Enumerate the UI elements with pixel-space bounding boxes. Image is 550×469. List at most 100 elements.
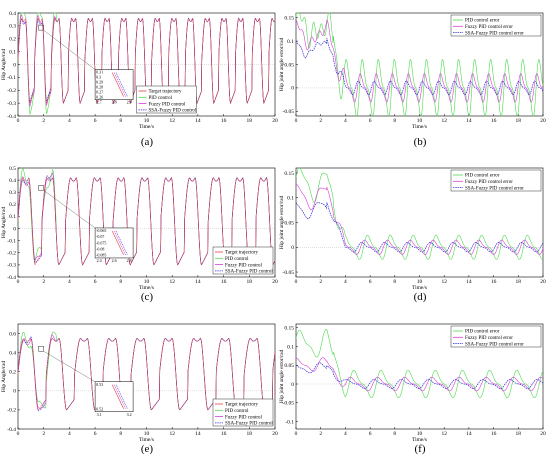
y-tick-label: -0.2 [7,251,16,257]
x-axis-label: Time/s [139,285,154,291]
x-tick-label: 14 [195,431,201,437]
inset-y-tick: 0.28 [96,84,103,89]
inset-y-tick: -0.08 [96,246,104,251]
x-tick-label: 2 [319,279,322,285]
legend-label: SSA-Fuzzy PID control [149,109,197,114]
y-tick-label: 0.15 [284,15,294,21]
y-tick-label: 0.1 [287,196,294,202]
y-tick-label: 0.2 [9,370,16,376]
y-tick-label: 0.1 [9,49,16,55]
x-tick-label: 10 [417,118,423,124]
inset-y-tick: 0.31 [96,70,103,75]
x-tick-label: 18 [516,118,522,124]
inset-fuzzy-line [113,230,126,256]
legend-label: SSA-Fuzzy PID control [225,270,273,275]
x-tick-label: 4 [68,279,71,285]
y-tick-label: -0.05 [283,401,295,407]
x-tick-label: 10 [417,279,423,285]
inset-y-tick: 0.26 [96,94,103,99]
chart-panel-d: 0 2 4 6 8 10 12 14 16 18 20-0.0500.050.10.15Time/s… [279,167,546,303]
chart-panel-c: 0 2 4 6 8 10 12 14 16 18 20 -0.4 -0.3 -0.2 -0.1 0 0.1 0.2… [1,166,278,303]
x-tick-label: 14 [466,279,472,285]
x-axis-label: Time/s [139,437,154,443]
series-pid-error-line [295,12,544,117]
inset-x-tick: 2.4 [97,258,102,263]
y-tick-label: 0.4 [9,350,16,356]
legend-label: PID control [225,409,249,414]
x-tick-label: 14 [466,431,472,437]
series-pid-error-line [295,167,544,260]
inset-fuzzy-line [113,384,126,409]
y-axis-label: Hip joint angle error/rad [279,349,285,403]
inset-y-tick: 0.27 [96,89,103,94]
inset-frame [94,69,134,100]
legend-box [212,398,274,427]
y-tick-label: 0.3 [9,24,16,30]
y-tick-label: -0.4 [7,114,16,120]
series-target-line [17,337,276,411]
series-fuzzy-error-line [295,19,544,103]
x-tick-label: 10 [144,431,150,437]
x-tick-label: 8 [119,118,122,124]
x-tick-label: 20 [272,431,278,437]
legend-label: Fuzzy PID control [149,102,187,107]
legend-label: SSA-Fuzzy PID control [225,422,273,427]
y-tick-label: -0.3 [7,101,16,107]
y-axis-label: Hip joint angle error/rad [279,37,285,91]
inset-x-tick: 2.8 [112,100,117,105]
y-tick-label: 0.4 [9,11,16,17]
legend-label: Fuzzy PID control error [465,180,513,185]
legend-label: Target trajectory [225,403,259,408]
inset-y-tick: 0.29 [96,80,103,85]
legend-label: Target trajectory [149,90,183,95]
x-tick-label: 12 [441,118,447,124]
y-tick-label: 0.05 [284,363,294,369]
y-tick-label: -0.1 [7,75,16,81]
legend-label: SSA-Fuzzy PID control error [465,31,524,36]
y-tick-label: 0 [291,382,294,388]
inset-y-tick: 0.53 [96,382,103,387]
y-tick-label: 0.05 [284,220,294,226]
legend-label: Fuzzy PID control error [465,336,513,341]
y-tick-label: -0.05 [283,270,295,276]
legend-label: Target trajectory [225,251,259,256]
x-tick-label: 16 [491,118,497,124]
y-tick-label: -0.2 [7,88,16,94]
y-tick-label: 0.3 [9,190,16,196]
y-tick-label: 0.5 [9,166,16,172]
x-tick-label: 0 [295,118,298,124]
x-tick-label: 10 [144,279,150,285]
x-tick-label: 10 [144,118,150,124]
y-tick-label: 0.2 [9,202,16,208]
y-tick-label: 0.1 [9,214,16,220]
legend-label: PID control error [465,174,500,179]
y-tick-label: -0.4 [7,427,16,433]
panel-caption: (f) [415,443,426,455]
inset-x-tick: 3.2 [127,412,132,417]
legend-box [136,85,197,114]
x-tick-label: 6 [369,118,372,124]
x-tick-label: 20 [540,118,546,124]
y-tick-label: -0.3 [7,263,16,269]
inset-x-tick: 2.7 [97,100,102,105]
x-tick-label: 0 [295,279,298,285]
inset-target-line [111,230,124,256]
x-tick-label: 4 [344,431,347,437]
y-tick-label: 0.15 [284,326,294,332]
x-tick-label: 2 [42,431,45,437]
inset-target-line [111,72,124,97]
y-tick-label: 0 [291,86,294,92]
chart-panel-b: 0 2 4 6 8 10 12 14 16 18 20-0.0500.050.10.15Time/s… [279,12,546,148]
panel-caption: (d) [414,291,427,303]
y-tick-label: 0.2 [9,37,16,43]
chart-panel-f: 0 2 4 6 8 10 12 14 16 18 20 -0.1 -0.05 0 0.05 0.1 0.15 Ti… [279,323,546,455]
panel-caption: (c) [141,291,154,303]
x-tick-label: 20 [272,118,278,124]
chart-panel-e: 0 2 4 6 8 10 12 14 16 18 20 -0.4 -0.2 0 0.2 0.4 0.6 Time/… [1,323,278,455]
inset-ssa-line [115,72,128,97]
x-tick-label: 6 [369,431,372,437]
inset-y-tick: 0.52 [96,406,103,411]
y-axis-label: Hip Angle/rad [1,49,7,81]
